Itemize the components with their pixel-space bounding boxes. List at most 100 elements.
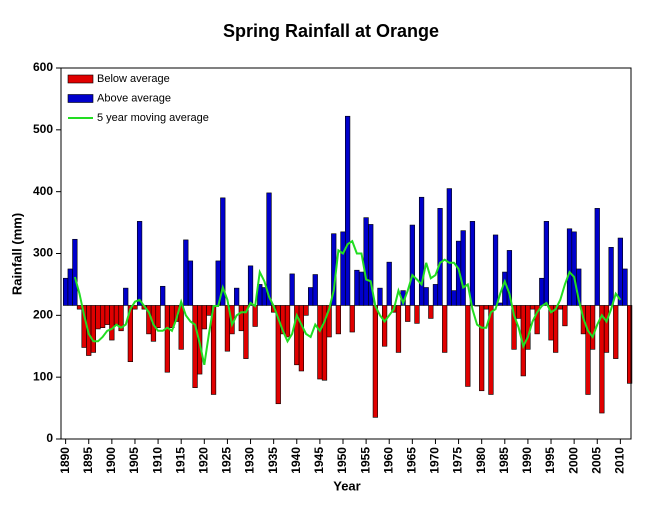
y-tick-label: 600 <box>33 60 53 74</box>
bar <box>409 224 415 306</box>
y-tick-label: 0 <box>46 431 53 445</box>
x-tick-label: 1930 <box>243 447 257 474</box>
bar <box>136 221 143 306</box>
bar <box>160 285 166 306</box>
bar <box>95 305 101 330</box>
bar <box>529 305 536 310</box>
bar <box>109 305 115 341</box>
x-tick-label: 1895 <box>81 447 95 474</box>
moving-average-line <box>73 239 622 366</box>
y-tick-label: 200 <box>33 308 53 322</box>
bar <box>414 305 420 324</box>
x-tick-label: 2000 <box>566 447 580 474</box>
x-tick-label: 1975 <box>451 447 465 474</box>
bar <box>479 305 485 392</box>
bar <box>539 277 545 306</box>
bar <box>442 305 448 353</box>
bar <box>220 197 226 306</box>
bar <box>123 287 129 306</box>
bar <box>428 305 434 319</box>
legend-swatch <box>67 74 94 84</box>
bar <box>298 305 305 372</box>
bar <box>465 305 471 387</box>
x-tick-label: 1935 <box>266 447 280 474</box>
x-tick-label: 1945 <box>312 447 326 474</box>
bar <box>557 305 563 310</box>
bar <box>252 305 258 327</box>
legend-swatch <box>67 94 94 103</box>
x-tick-label: 1900 <box>104 447 118 474</box>
bar <box>164 305 170 373</box>
bar <box>585 305 591 395</box>
bar <box>206 305 212 316</box>
bar <box>469 221 476 306</box>
bar <box>590 305 596 350</box>
bar <box>363 217 369 306</box>
bar <box>104 305 110 325</box>
bar <box>613 305 619 359</box>
chart-title: Spring Rainfall at Orange <box>223 21 439 41</box>
bar <box>386 261 392 306</box>
bar <box>525 305 531 350</box>
bar <box>516 305 522 319</box>
bar <box>405 305 411 322</box>
bar <box>275 305 281 405</box>
bar <box>372 305 378 418</box>
bar <box>511 305 517 350</box>
bar <box>63 277 69 306</box>
bar <box>543 221 550 306</box>
bar <box>243 305 249 359</box>
bar <box>183 239 189 306</box>
bar <box>368 224 374 306</box>
y-tick-label: 400 <box>33 184 53 198</box>
x-tick-label: 2005 <box>589 447 603 474</box>
bar <box>247 265 254 306</box>
y-tick-label: 100 <box>33 369 53 383</box>
bar <box>534 305 540 335</box>
y-tick-label: 300 <box>33 246 53 260</box>
bar <box>118 305 124 332</box>
bar <box>358 271 365 306</box>
x-tick-label: 1940 <box>289 447 303 474</box>
x-tick-label: 1990 <box>520 447 534 474</box>
bar <box>437 208 443 306</box>
bar <box>562 305 568 327</box>
bar <box>506 250 513 306</box>
x-tick-label: 1910 <box>150 447 164 474</box>
bar <box>187 260 194 306</box>
bar <box>127 305 133 363</box>
legend-label: Above average <box>97 92 171 104</box>
bar <box>432 284 439 306</box>
bar <box>308 287 314 306</box>
bar <box>67 268 73 306</box>
x-tick-label: 1955 <box>358 447 372 474</box>
x-tick-label: 1915 <box>173 447 187 474</box>
bar <box>178 305 184 350</box>
y-tick-label: 500 <box>33 122 53 136</box>
bar <box>289 273 295 306</box>
bar <box>335 305 341 335</box>
legend-label: 5 year moving average <box>97 112 209 124</box>
bar <box>566 228 573 306</box>
x-tick-label: 1965 <box>405 447 419 474</box>
bar <box>192 305 198 388</box>
bar <box>340 231 346 306</box>
bar <box>381 305 388 347</box>
x-tick-label: 1905 <box>127 447 141 474</box>
bar <box>303 305 309 316</box>
bar <box>492 234 499 306</box>
bar <box>266 192 272 306</box>
bar <box>317 305 323 380</box>
bar <box>553 305 559 353</box>
bar <box>627 305 633 384</box>
bar <box>603 305 610 353</box>
bar <box>460 230 466 306</box>
x-axis-label: Year <box>333 478 360 493</box>
bar <box>497 302 503 306</box>
bar <box>90 305 96 353</box>
x-tick-label: 1890 <box>58 447 72 474</box>
bar <box>418 196 425 306</box>
bar <box>608 247 614 306</box>
